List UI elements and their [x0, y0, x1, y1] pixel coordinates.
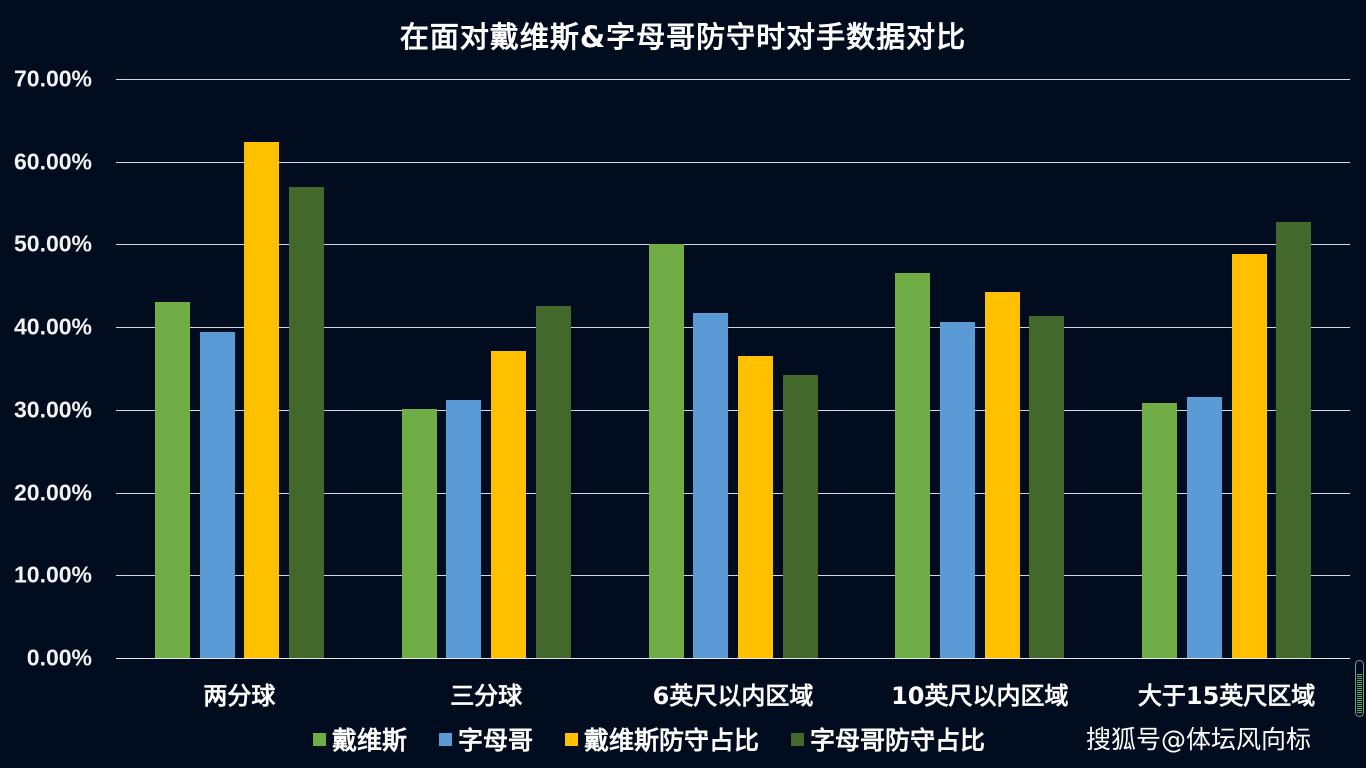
x-category-label: 两分球	[203, 682, 276, 710]
gridline	[116, 575, 1350, 577]
bar	[244, 141, 280, 658]
legend-swatch-icon	[565, 732, 579, 746]
level-meter-segment	[1357, 694, 1362, 695]
bar	[199, 332, 235, 658]
watermark: 搜狐号@体坛风向标	[1086, 725, 1312, 754]
gridline	[116, 409, 1350, 411]
y-tick-label: 50.00%	[13, 230, 92, 257]
level-meter-segment	[1357, 686, 1362, 687]
bar	[693, 313, 729, 658]
bar	[491, 351, 527, 658]
legend-label: 戴维斯防守占比	[584, 726, 760, 755]
bar	[1142, 403, 1178, 658]
x-category-label: 6英尺以内区域	[652, 682, 814, 710]
bar	[155, 301, 190, 658]
bar-group	[610, 79, 857, 658]
bar	[1231, 254, 1267, 658]
level-meter-segment	[1357, 708, 1362, 709]
legend-label: 字母哥	[458, 726, 534, 755]
bar	[401, 409, 437, 658]
legend: 戴维斯 字母哥 戴维斯防守占比 字母哥防守占比	[313, 722, 1017, 756]
level-meter-segment	[1357, 678, 1362, 679]
legend-swatch-icon	[439, 732, 453, 746]
level-meter-segment	[1357, 676, 1362, 677]
legend-swatch-icon	[791, 732, 805, 746]
gridline	[116, 79, 1350, 80]
gridline	[116, 161, 1350, 163]
bar	[446, 399, 482, 658]
bar	[737, 356, 773, 658]
gridline	[116, 244, 1350, 246]
x-axis-baseline	[116, 658, 1350, 659]
level-meter-segment	[1357, 684, 1362, 685]
legend-item: 字母哥	[439, 721, 533, 757]
plot-area	[116, 79, 1350, 659]
x-category-label: 三分球	[450, 682, 523, 710]
level-meter-segment	[1357, 690, 1362, 691]
level-meter-segment	[1357, 700, 1362, 701]
level-meter-segment	[1357, 710, 1362, 711]
bar-group	[856, 79, 1103, 658]
bar	[1186, 397, 1222, 658]
bar	[535, 306, 571, 658]
y-tick-label: 20.00%	[13, 479, 92, 506]
bar	[940, 322, 976, 658]
level-meter-icon	[1355, 660, 1364, 717]
y-tick-label: 60.00%	[13, 148, 92, 175]
y-tick-label: 40.00%	[13, 313, 92, 340]
legend-item: 戴维斯	[313, 721, 407, 757]
level-meter-segment	[1357, 706, 1362, 707]
legend-label: 戴维斯	[332, 726, 408, 755]
level-meter-segment	[1357, 702, 1362, 703]
y-tick-label: 0.00%	[26, 644, 92, 671]
chart-title: 在面对戴维斯&字母哥防守时对手数据对比	[399, 20, 967, 54]
gridline	[116, 327, 1350, 329]
bar	[648, 244, 684, 658]
level-meter-segment	[1357, 682, 1362, 683]
bar	[895, 272, 931, 658]
legend-item: 戴维斯防守占比	[565, 721, 759, 757]
level-meter-segment	[1357, 692, 1362, 693]
x-category-label: 大于15英尺区域	[1137, 682, 1316, 710]
level-meter-segment	[1357, 712, 1362, 713]
y-tick-label: 70.00%	[13, 65, 92, 92]
legend-item: 字母哥防守占比	[791, 721, 985, 757]
bar-group	[116, 79, 363, 658]
level-meter-segment	[1357, 674, 1362, 675]
bar	[984, 291, 1020, 658]
bar-group	[1103, 79, 1350, 658]
legend-swatch-icon	[313, 732, 326, 746]
x-category-label: 10英尺以内区域	[891, 682, 1069, 710]
y-tick-label: 30.00%	[13, 396, 92, 423]
bar	[1029, 316, 1065, 658]
level-meter-segment	[1357, 704, 1362, 705]
level-meter-segment	[1357, 696, 1362, 697]
bar	[1276, 222, 1312, 658]
level-meter-segment	[1357, 688, 1362, 689]
bar-group	[363, 79, 610, 658]
gridline	[116, 492, 1350, 494]
level-meter-segment	[1357, 680, 1362, 681]
level-meter-segment	[1357, 698, 1362, 699]
legend-label: 字母哥防守占比	[810, 726, 986, 755]
bar	[782, 375, 818, 658]
bar	[289, 186, 325, 658]
y-tick-label: 10.00%	[13, 561, 92, 588]
